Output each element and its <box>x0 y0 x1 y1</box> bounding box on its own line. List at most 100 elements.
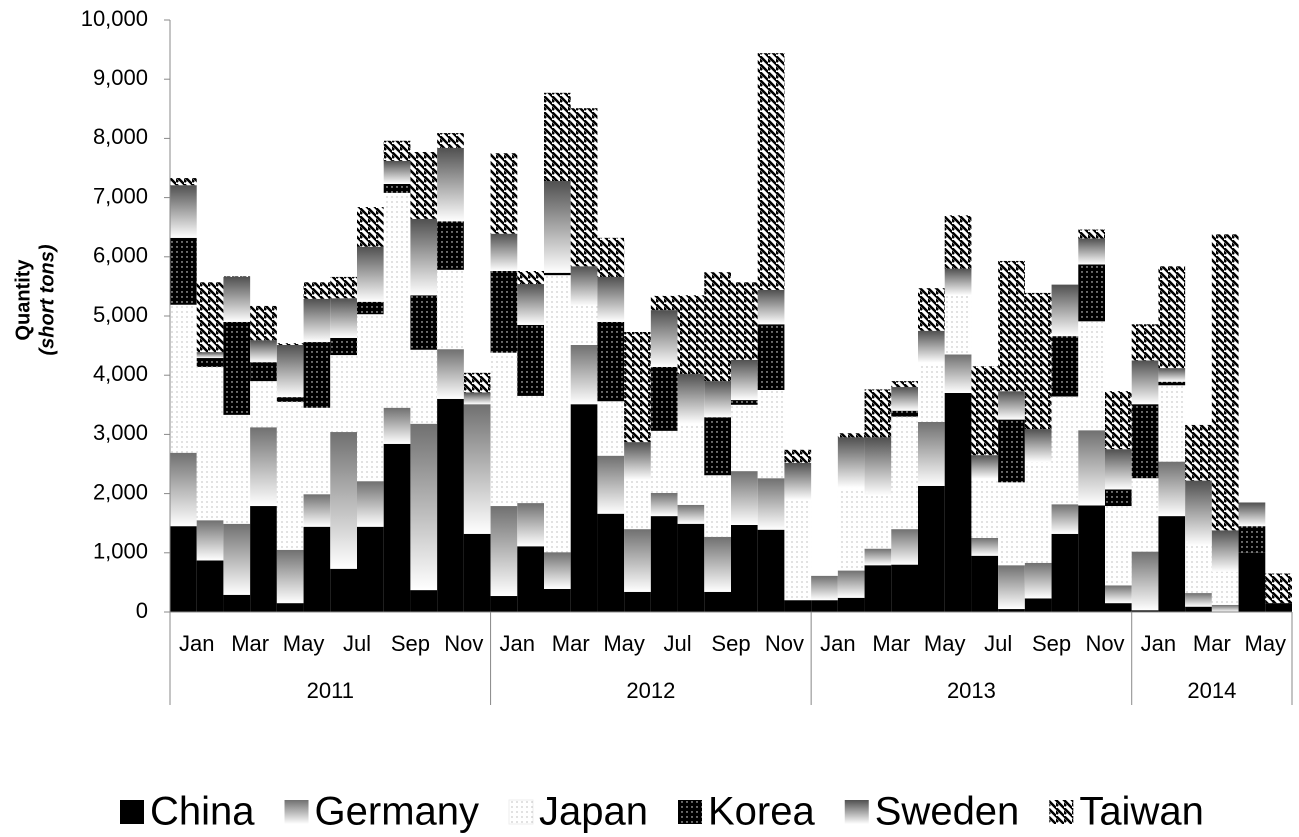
bar-segment <box>196 560 224 612</box>
y-tick-label: 4,000 <box>93 361 148 386</box>
bar-segment <box>1024 462 1052 563</box>
bar-segment <box>998 391 1025 420</box>
bar-segment <box>891 381 918 388</box>
bar-segment <box>1105 506 1132 586</box>
x-tick-label: May <box>603 631 645 656</box>
bar-segment <box>1051 396 1079 505</box>
bar-segment <box>837 570 865 598</box>
bar-segment <box>1024 429 1052 463</box>
bar-segment <box>1105 449 1132 490</box>
bar-segment <box>677 374 705 424</box>
bar-segment <box>490 596 518 612</box>
bar-segment <box>864 389 892 438</box>
bar-segment <box>1078 264 1105 322</box>
bar-segment <box>570 345 598 405</box>
legend-swatch <box>1049 800 1074 824</box>
bar-segment <box>330 337 357 356</box>
bar-segment <box>1131 478 1159 552</box>
bar-segment <box>437 269 464 350</box>
bar-segment <box>1024 292 1052 430</box>
bar-segment <box>597 276 625 322</box>
bar-segment <box>784 462 812 501</box>
bar-segment <box>597 321 625 402</box>
bar-segment <box>891 410 918 417</box>
bar-segment <box>437 147 464 222</box>
bar-segment <box>971 366 999 456</box>
bar-segment <box>731 471 758 525</box>
x-tick-label: Mar <box>552 631 590 656</box>
y-tick-label: 8,000 <box>93 124 148 149</box>
bar-segment <box>891 387 918 411</box>
bar-segment <box>704 272 731 382</box>
bar-segment <box>784 600 812 612</box>
bar-segment <box>971 538 999 556</box>
bar-segment <box>357 526 384 612</box>
bar-segment <box>731 400 758 405</box>
bar-segment <box>223 414 251 524</box>
bar-segment <box>223 594 251 612</box>
bar-segment <box>544 275 571 553</box>
bar-segment <box>357 314 384 482</box>
bar-segment <box>837 597 865 612</box>
bar-segment <box>357 481 384 527</box>
bar-segment <box>1131 610 1159 612</box>
bar-segment <box>250 362 277 382</box>
bar-segment <box>998 419 1025 483</box>
bar-segment <box>383 183 411 193</box>
bar-segment <box>731 282 758 360</box>
y-tick-label: 0 <box>136 598 148 623</box>
bar-segment <box>303 282 331 299</box>
bar-segment <box>731 404 758 472</box>
bar-segment <box>998 565 1025 610</box>
bar-segment <box>971 555 999 612</box>
bar-segment <box>757 529 785 612</box>
bar-segment <box>1185 545 1212 594</box>
bar-segment <box>276 397 304 402</box>
x-tick-label: Sep <box>391 631 430 656</box>
bar-segment <box>650 366 678 431</box>
bar-segment <box>650 493 678 517</box>
bar-segment <box>1238 502 1266 527</box>
legend-label: Germany <box>315 790 480 834</box>
bar-segment <box>864 565 892 612</box>
bar-segment <box>250 381 277 428</box>
bar-segment <box>170 452 197 527</box>
legend-swatch <box>844 800 869 824</box>
bar-segment <box>1185 424 1212 481</box>
y-tick-label: 3,000 <box>93 420 148 445</box>
bar-segment <box>223 276 251 277</box>
bar-segment <box>1131 360 1159 405</box>
bar-segment <box>383 140 411 161</box>
bar-segment <box>517 503 544 547</box>
bar-segment <box>597 401 625 456</box>
y-tick-label: 5,000 <box>93 302 148 327</box>
x-tick-label: May <box>1245 631 1287 656</box>
bar-segment <box>330 276 357 299</box>
bar-segment <box>1078 238 1105 265</box>
bar-segment <box>1211 571 1239 605</box>
bar-segment <box>891 416 918 530</box>
year-label: 2014 <box>1187 678 1236 703</box>
bar-segment <box>170 185 197 238</box>
x-tick-label: Nov <box>765 631 804 656</box>
x-tick-label: Jan <box>179 631 214 656</box>
bar-segment <box>757 324 785 390</box>
bar-segment <box>704 591 731 612</box>
bar-segment <box>517 284 544 325</box>
bar-segment <box>1024 598 1052 612</box>
bar-segment <box>704 475 731 537</box>
x-tick-label: Jul <box>343 631 371 656</box>
bar-segment <box>837 437 865 488</box>
bar-segment <box>1105 585 1132 604</box>
x-tick-label: Nov <box>444 631 483 656</box>
x-tick-label: Sep <box>711 631 750 656</box>
x-tick-label: Jan <box>1141 631 1176 656</box>
bar-segment <box>784 500 812 601</box>
bar-segment <box>250 340 277 363</box>
bar-segment <box>490 233 518 272</box>
bar-segment <box>864 437 892 496</box>
bar-segment <box>170 237 197 305</box>
bar-segment <box>1238 526 1266 553</box>
legend-swatch <box>508 799 534 825</box>
